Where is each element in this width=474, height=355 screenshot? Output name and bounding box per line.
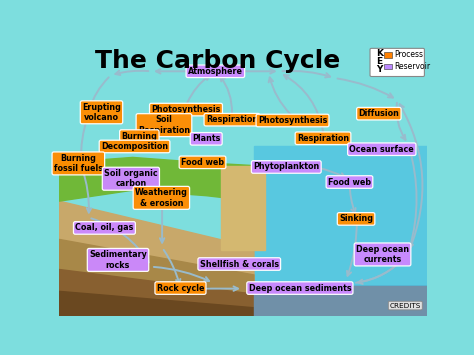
Polygon shape bbox=[254, 286, 427, 316]
Text: Respiration: Respiration bbox=[297, 134, 349, 143]
Text: Photosynthesis: Photosynthesis bbox=[151, 105, 221, 114]
Text: Phytoplankton: Phytoplankton bbox=[253, 163, 319, 171]
Text: Process: Process bbox=[394, 50, 423, 59]
Text: Coal, oil, gas: Coal, oil, gas bbox=[75, 223, 134, 233]
Text: Burning
fossil fuels: Burning fossil fuels bbox=[54, 154, 103, 173]
Text: Plants: Plants bbox=[192, 134, 220, 143]
Text: Soil organic
carbon: Soil organic carbon bbox=[104, 169, 158, 189]
Text: Sinking: Sinking bbox=[339, 214, 373, 223]
Text: Deep ocean
currents: Deep ocean currents bbox=[356, 245, 409, 264]
Text: Soil
Respiration: Soil Respiration bbox=[138, 115, 190, 135]
Text: E: E bbox=[376, 57, 383, 66]
Polygon shape bbox=[59, 291, 254, 316]
Text: Atmosphere: Atmosphere bbox=[188, 67, 243, 76]
Text: Shellfish & corals: Shellfish & corals bbox=[200, 260, 279, 268]
Text: Photosynthesis: Photosynthesis bbox=[258, 116, 327, 125]
Text: CREDITS: CREDITS bbox=[390, 302, 421, 308]
Text: K: K bbox=[376, 49, 383, 58]
Text: Burning: Burning bbox=[121, 132, 157, 141]
Text: Diffusion: Diffusion bbox=[358, 109, 399, 118]
Text: Food web: Food web bbox=[181, 158, 224, 167]
Polygon shape bbox=[221, 165, 265, 250]
Text: Deep ocean sediments: Deep ocean sediments bbox=[248, 284, 351, 293]
Polygon shape bbox=[59, 239, 254, 316]
Text: Y: Y bbox=[376, 65, 383, 73]
Polygon shape bbox=[59, 269, 254, 316]
Text: Decomposition: Decomposition bbox=[101, 142, 168, 151]
Polygon shape bbox=[59, 157, 254, 201]
Text: Food web: Food web bbox=[328, 178, 371, 186]
Polygon shape bbox=[254, 286, 427, 316]
Text: Rock cycle: Rock cycle bbox=[157, 284, 204, 293]
FancyBboxPatch shape bbox=[383, 64, 392, 69]
Text: Respiration: Respiration bbox=[206, 115, 258, 124]
Text: Sedimentary
rocks: Sedimentary rocks bbox=[89, 250, 147, 269]
Text: Weathering
& erosion: Weathering & erosion bbox=[135, 188, 188, 208]
Polygon shape bbox=[59, 201, 254, 316]
Text: Reservoir: Reservoir bbox=[394, 62, 430, 71]
Text: Erupting
volcano: Erupting volcano bbox=[82, 103, 121, 122]
FancyBboxPatch shape bbox=[370, 48, 424, 76]
Text: Ocean surface: Ocean surface bbox=[349, 145, 414, 154]
Text: The Carbon Cycle: The Carbon Cycle bbox=[95, 49, 340, 73]
FancyBboxPatch shape bbox=[383, 52, 392, 58]
Polygon shape bbox=[254, 147, 427, 286]
